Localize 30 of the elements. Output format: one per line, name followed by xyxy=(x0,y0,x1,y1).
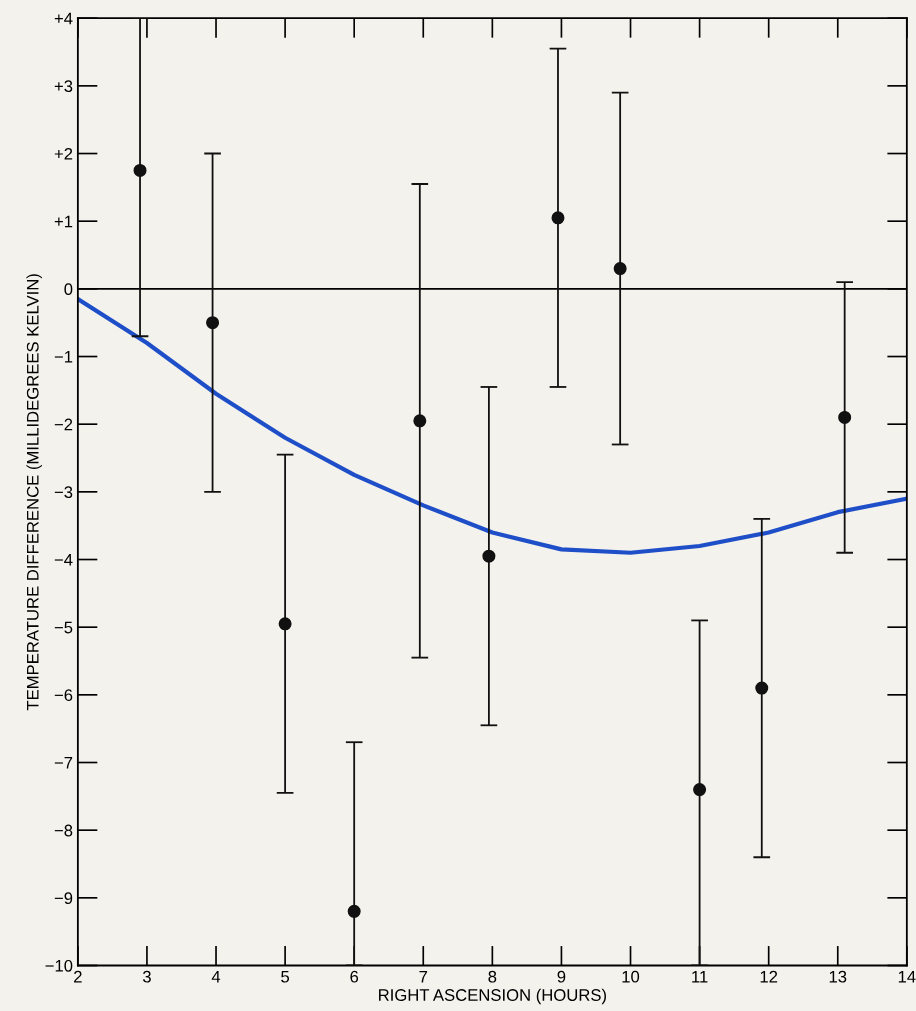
x-tick-label: 4 xyxy=(211,970,221,983)
y-tick-label: +3 xyxy=(54,80,73,93)
y-axis-title: TEMPERATURE DIFFERENCE (MILLIDEGREES KELVIN) xyxy=(26,274,42,711)
y-tick-label: −3 xyxy=(54,486,73,499)
x-tick-label: 10 xyxy=(622,970,640,983)
y-tick-label: −1 xyxy=(54,351,73,363)
x-tick-label: 5 xyxy=(281,970,290,983)
x-tick-label: 7 xyxy=(419,970,428,983)
x-tick-label: 14 xyxy=(898,970,916,983)
x-tick-label: 12 xyxy=(760,970,778,983)
x-tick-label: 11 xyxy=(692,970,708,983)
y-tick-label: −6 xyxy=(54,689,73,702)
x-tick-label: 9 xyxy=(557,970,566,983)
y-tick-label: 0 xyxy=(64,283,73,296)
y-tick-label: −2 xyxy=(54,418,73,431)
x-tick-label: 8 xyxy=(488,970,497,983)
y-tick-label: +2 xyxy=(54,147,73,160)
y-tick-label: −10 xyxy=(45,959,73,972)
x-tick-label: 6 xyxy=(350,970,359,983)
y-tick-label: +1 xyxy=(54,215,73,228)
y-tick-label: −9 xyxy=(54,892,73,905)
y-tick-label: −4 xyxy=(54,554,73,566)
y-tick-label: −8 xyxy=(54,824,73,837)
y-tick-label: −7 xyxy=(54,757,73,769)
x-tick-label: 2 xyxy=(74,970,82,983)
y-tick-label: +4 xyxy=(54,12,73,25)
x-axis-title: RIGHT ASCENSION (HOURS) xyxy=(379,988,606,1005)
x-tick-label: 13 xyxy=(829,970,847,983)
x-tick-label: 3 xyxy=(142,970,151,983)
y-tick-label: −5 xyxy=(54,621,73,634)
